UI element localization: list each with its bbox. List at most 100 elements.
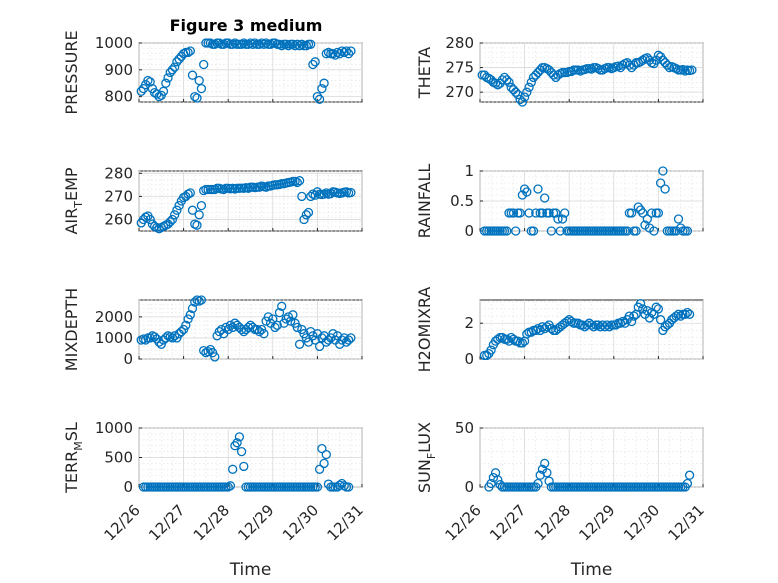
data-point	[225, 481, 236, 491]
data-point	[194, 210, 204, 220]
data-point	[297, 191, 307, 202]
data-point	[145, 333, 155, 343]
data-point	[268, 314, 278, 324]
data-point	[595, 322, 606, 332]
data-point	[504, 77, 514, 87]
y-tick-label: 1	[464, 162, 474, 180]
data-point	[638, 304, 648, 314]
data-point	[618, 316, 628, 327]
data-point	[225, 320, 236, 330]
y-tick-label: 1000	[95, 419, 133, 437]
data-point	[277, 301, 287, 311]
data-point	[303, 337, 314, 347]
data-point	[174, 200, 184, 211]
data-point	[653, 208, 664, 218]
data-point	[626, 316, 637, 327]
data-point	[335, 339, 345, 349]
data-point	[653, 304, 664, 314]
data-point	[655, 315, 666, 325]
data-point	[502, 75, 512, 85]
data-point	[167, 333, 178, 343]
data-point	[290, 41, 300, 51]
x-tick-label: 12/29	[234, 501, 277, 544]
data-point	[214, 326, 224, 337]
data-point	[589, 322, 599, 332]
data-point	[149, 332, 160, 342]
data-point	[317, 443, 327, 454]
data-point	[633, 202, 643, 212]
subplot-air_temp: 260 270 280 AIRTEMP	[62, 164, 363, 235]
data-point	[292, 177, 302, 188]
data-point	[172, 205, 182, 215]
data-point	[635, 298, 646, 309]
data-point	[535, 65, 545, 75]
data-point	[330, 50, 340, 60]
data-point	[533, 184, 543, 194]
figure-title: Figure 3 medium	[170, 16, 323, 35]
x-tick-label: 12/31	[665, 501, 708, 544]
x-tick-label: 12/28	[190, 501, 233, 544]
y-axis-label: TERRMSL	[62, 422, 85, 494]
data-point	[519, 184, 530, 194]
data-point	[254, 39, 265, 49]
series-points	[477, 50, 697, 107]
data-point	[631, 226, 641, 236]
data-point	[294, 41, 305, 51]
subplot-h2omixra: 0 2 H2OMIXRA	[415, 287, 704, 373]
data-point	[196, 200, 207, 211]
data-point	[239, 38, 249, 48]
x-axis-label: Time	[570, 560, 613, 580]
data-point	[228, 464, 238, 474]
data-point	[312, 91, 323, 102]
data-point	[192, 93, 202, 103]
data-point	[522, 187, 532, 197]
data-point	[254, 326, 265, 337]
data-point	[165, 67, 175, 78]
x-tick-label: 12/28	[531, 501, 574, 544]
data-point	[203, 346, 213, 357]
x-tick-label: 12/26	[442, 501, 485, 544]
data-point	[187, 205, 198, 215]
data-point	[183, 47, 193, 58]
data-point	[635, 205, 646, 215]
data-point	[604, 322, 614, 332]
data-point	[332, 47, 343, 58]
y-axis-label: H2OMIXRA	[415, 287, 434, 373]
data-point	[577, 320, 588, 330]
data-point	[528, 226, 539, 236]
y-tick-label: 0	[464, 222, 474, 240]
data-point	[270, 322, 280, 333]
data-point	[190, 91, 200, 102]
y-axis-label: RAINFALL	[415, 164, 434, 239]
data-point	[176, 326, 187, 337]
series-points	[479, 166, 693, 236]
data-point	[555, 226, 565, 236]
data-point	[551, 208, 561, 218]
data-point	[687, 65, 697, 75]
y-tick-label: 280	[445, 34, 474, 52]
subplot-sun_flux: 0 50 12/26 12/27 12/28 12/29 12/30 12/31 Time SUN…	[415, 419, 708, 580]
data-point	[243, 39, 253, 49]
data-point	[671, 63, 681, 74]
data-point	[544, 476, 554, 486]
y-axis-label: MIXDEPTH	[62, 288, 81, 371]
y-tick-label: 1000	[95, 329, 133, 347]
data-point	[586, 64, 597, 74]
x-tick-label: 12/27	[486, 501, 529, 544]
data-point	[517, 338, 528, 348]
data-point	[488, 472, 499, 483]
series-points	[136, 176, 356, 234]
y-tick-label: 0	[464, 478, 474, 496]
data-point	[326, 188, 336, 199]
data-point	[234, 432, 245, 442]
data-point	[502, 334, 512, 344]
data-point	[228, 39, 238, 49]
data-point	[141, 335, 151, 345]
data-point	[629, 311, 639, 321]
data-point	[560, 208, 570, 218]
data-point	[684, 470, 695, 480]
data-point	[165, 217, 175, 227]
data-point	[306, 39, 316, 49]
data-point	[548, 70, 559, 80]
data-point	[531, 208, 541, 218]
